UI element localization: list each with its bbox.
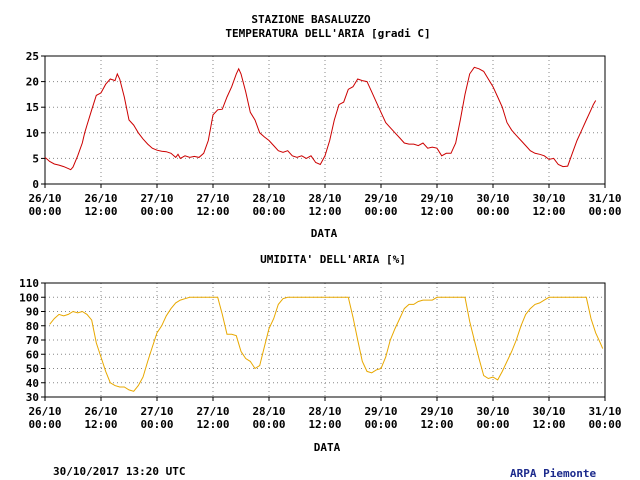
humidity-x-tick-time: 00:00 [364,418,397,431]
humidity-x-tick-time: 00:00 [140,418,173,431]
humidity-x-tick-date: 28/10 [308,405,341,418]
temperature-x-tick-date: 31/10 [588,192,621,205]
humidity-x-tick-date: 30/10 [476,405,509,418]
temperature-x-tick-date: 27/10 [196,192,229,205]
humidity-y-tick-label: 100 [19,291,39,304]
humidity-x-tick-time: 12:00 [308,418,341,431]
humidity-y-tick-label: 110 [19,277,39,290]
humidity-x-tick-date: 30/10 [532,405,565,418]
temperature-series-line [44,66,597,171]
temperature-x-tick-date: 29/10 [420,192,453,205]
temperature-x-tick-date: 30/10 [532,192,565,205]
humidity-x-tick-date: 31/10 [588,405,621,418]
humidity-x-tick-time: 00:00 [476,418,509,431]
footer-timestamp: 30/10/2017 13:20 UTC [53,465,186,478]
temperature-plot-frame [44,55,606,185]
temperature-x-tick-time: 12:00 [532,205,565,218]
humidity-y-tick-label: 40 [26,377,39,390]
humidity-x-tick-date: 27/10 [140,405,173,418]
humidity-x-tick-time: 00:00 [588,418,621,431]
humidity-x-tick-time: 00:00 [28,418,61,431]
humidity-y-tick-label: 80 [26,320,39,333]
humidity-x-tick-date: 28/10 [252,405,285,418]
temperature-x-tick-date: 26/10 [28,192,61,205]
humidity-plot-frame [44,282,606,398]
temperature-x-tick-date: 28/10 [308,192,341,205]
temperature-chart-title: STAZIONE BASALUZZO [251,13,371,26]
humidity-x-tick-date: 29/10 [420,405,453,418]
temperature-x-tick-time: 00:00 [476,205,509,218]
footer-credit: ARPA Piemonte [510,467,597,480]
temperature-x-tick-time: 12:00 [308,205,341,218]
humidity-x-tick-date: 27/10 [196,405,229,418]
humidity-x-tick-time: 12:00 [532,418,565,431]
temperature-y-tick-label: 10 [26,127,39,140]
humidity-chart-title: UMIDITA' DELL'ARIA [%] [260,253,406,266]
temperature-x-tick-date: 28/10 [252,192,285,205]
humidity-chart: 3040506070809010011026/1000:0026/1012:00… [19,277,621,431]
temperature-x-tick-time: 00:00 [28,205,61,218]
temperature-x-tick-time: 00:00 [364,205,397,218]
temperature-x-tick-date: 27/10 [140,192,173,205]
temperature-x-tick-time: 00:00 [252,205,285,218]
humidity-y-tick-label: 60 [26,348,39,361]
temperature-y-tick-label: 5 [32,152,39,165]
temperature-x-axis-label: DATA [311,227,338,240]
humidity-x-tick-time: 12:00 [84,418,117,431]
humidity-x-tick-time: 12:00 [420,418,453,431]
humidity-x-axis-label: DATA [314,441,341,454]
temperature-x-tick-date: 26/10 [84,192,117,205]
humidity-y-tick-label: 90 [26,306,39,319]
temperature-x-tick-time: 12:00 [420,205,453,218]
temperature-x-tick-time: 12:00 [84,205,117,218]
temperature-x-tick-date: 29/10 [364,192,397,205]
temperature-y-tick-label: 15 [26,101,39,114]
humidity-y-tick-label: 70 [26,334,39,347]
temperature-x-tick-time: 00:00 [140,205,173,218]
temperature-y-tick-label: 20 [26,76,39,89]
temperature-x-tick-date: 30/10 [476,192,509,205]
humidity-x-tick-time: 12:00 [196,418,229,431]
humidity-x-tick-date: 26/10 [28,405,61,418]
temperature-y-tick-label: 0 [32,178,39,191]
humidity-series-line [49,296,604,392]
humidity-x-tick-date: 29/10 [364,405,397,418]
temperature-y-tick-label: 25 [26,50,39,63]
humidity-x-tick-time: 00:00 [252,418,285,431]
humidity-y-tick-label: 30 [26,391,39,404]
temperature-chart-subtitle: TEMPERATURA DELL'ARIA [gradi C] [225,27,430,40]
humidity-y-tick-label: 50 [26,363,39,376]
temperature-chart: 051015202526/1000:0026/1012:0027/1000:00… [26,50,622,218]
temperature-x-tick-time: 00:00 [588,205,621,218]
humidity-x-tick-date: 26/10 [84,405,117,418]
temperature-x-tick-time: 12:00 [196,205,229,218]
